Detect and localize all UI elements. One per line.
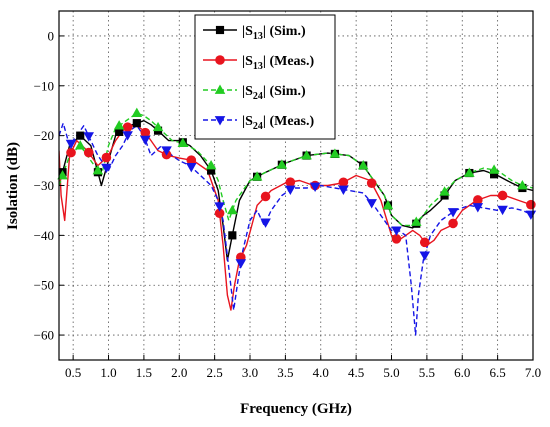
series-markers [57,107,537,269]
x-tick-label: 2.5 [207,365,223,380]
x-tick-label: 2.0 [171,365,187,380]
series-0-point [228,231,237,240]
series-2-point [131,107,143,118]
series-3-point [161,146,172,156]
x-tick-label: 0.5 [65,365,81,380]
series-3-point [338,185,349,196]
series-2-point [301,150,312,160]
series-1-point [285,177,296,187]
series-2-point [177,137,189,147]
series-2-point [464,167,475,177]
series-3-point [391,226,402,236]
y-axis: 0 −10 −20 −30 −40 −50 −60 [34,28,64,343]
series-1-point [260,191,271,202]
series-2-point [251,171,263,181]
series-1-point [83,147,94,158]
series-3-point [140,135,151,146]
series-3-point [472,203,484,213]
y-tick-label: 0 [48,28,55,43]
series-2-point [74,140,86,150]
series-1-point [186,155,197,165]
legend: |S13| (Sim.) |S13| (Meas.) |S24| (Sim.) |S2… [194,14,336,140]
series-3-point [235,259,247,269]
legend-marker [215,55,225,65]
series-2-point [488,164,500,174]
series-1-point [448,218,458,229]
x-tick-label: 4.5 [348,365,364,380]
x-tick-label: 3.5 [277,365,293,380]
series-2-point [113,120,125,130]
legend-entry-2: |S24| (Sim.) [242,84,306,102]
y-tick-label: −30 [34,178,54,193]
series-3-point [447,208,459,218]
series-1-point [338,177,349,188]
series-3-point [419,251,431,261]
legend-entry-3: |S24| (Meas.) [242,114,314,132]
series-0-point [132,119,141,128]
x-tick-label: 3.0 [242,365,258,380]
legend-marker [214,116,226,126]
series-3-point [101,163,112,174]
series-2-point [57,170,68,180]
series-1-point [101,152,112,163]
series-2-point [357,160,369,170]
series-3-point [366,199,377,209]
legend-entry-1: |S13| (Meas.) [242,54,314,72]
y-tick-label: −40 [34,228,54,243]
series-3-point [122,131,133,141]
legend-marker [214,84,226,94]
series-3-point [186,163,197,173]
series-2-point [382,199,394,210]
series-1-point [473,195,483,205]
series-1-point [391,234,402,244]
series-0-point [207,166,216,175]
series-0-point [490,170,499,179]
series-1-point [122,122,133,132]
series-2-point [92,165,104,175]
y-tick-label: −20 [34,128,54,143]
legend-marker [215,25,225,35]
x-tick-label: 5.5 [419,365,435,380]
y-tick-label: −50 [34,278,54,293]
series-3-point [285,185,296,196]
series-3-point [309,182,321,193]
series-2-point [517,179,528,190]
legend-entry-0: |S13| (Sim.) [242,24,306,42]
series-2-point [227,204,238,215]
series-1-point [419,237,430,248]
series-1-point [497,190,508,201]
series-3-point [83,132,94,142]
series-3-point [497,205,508,216]
x-tick-label: 1.5 [136,365,152,380]
series-2-point [410,216,422,226]
y-tick-label: −60 [34,328,54,343]
series-3-point [65,139,77,150]
series-2-point [152,121,164,132]
series-2-point [329,148,341,158]
series-0-point [115,127,124,136]
series-2-point [205,160,217,170]
x-axis-title: Frequency (GHz) [240,401,352,417]
y-tick-label: −10 [34,78,54,93]
y-axis-title: Isolation (dB) [5,142,21,230]
x-axis: 0.5 1.0 1.5 2.0 2.5 3.0 3.5 4.0 4.5 5.0 5.5 6.0 6.5 7… [65,355,541,380]
series-2-point [276,159,288,169]
series-line-1 [59,125,533,311]
x-tick-label: 4.0 [313,365,329,380]
series-1-point [366,178,377,188]
series-1-point [526,199,536,210]
series-3-point [260,218,271,228]
x-tick-label: 6.5 [490,365,506,380]
series-3-point [214,202,225,212]
series-1-point [66,147,76,158]
series-2-point [439,186,450,196]
x-tick-label: 6.0 [454,365,470,380]
x-tick-label: 7.0 [525,365,541,380]
series-1-point [214,208,225,219]
x-tick-label: 1.0 [100,365,116,380]
series-0-point [76,131,85,140]
series-1-point [140,127,151,138]
x-tick-label: 5.0 [383,365,399,380]
